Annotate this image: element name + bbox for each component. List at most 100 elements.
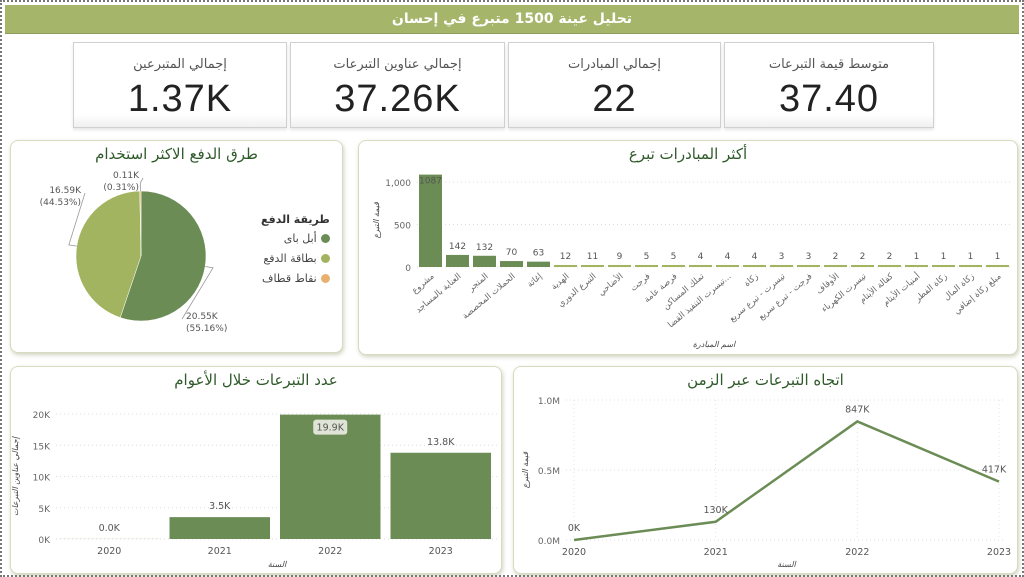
data-label: 63 (533, 249, 544, 259)
bar[interactable] (770, 265, 793, 267)
x-tick-label: مبلغ زكاة إضافي (952, 272, 1003, 317)
trend-line[interactable] (573, 419, 1000, 542)
data-label: 0K (568, 523, 581, 534)
data-label: 4 (725, 252, 731, 262)
x-tick-label: 2021 (704, 547, 728, 558)
bar[interactable] (527, 261, 550, 267)
legend-item[interactable]: نقاط قطاف (261, 272, 330, 285)
data-label: 3 (806, 252, 812, 262)
data-label: 4 (752, 252, 758, 262)
x-tick-label: 2022 (318, 546, 342, 557)
bar[interactable] (959, 265, 982, 267)
x-tick-label: 2023 (987, 547, 1011, 558)
data-label: 2 (833, 252, 839, 262)
data-label: 70 (506, 248, 518, 258)
bar[interactable] (662, 265, 685, 267)
pie-percent-label: (55.16%) (186, 324, 227, 334)
kpi-value: 22 (592, 78, 637, 120)
bar[interactable] (878, 265, 901, 267)
chart-title: أكثر المبادرات تبرع (628, 145, 748, 163)
bar[interactable] (635, 265, 658, 267)
kpi-label: إجمالي عناوين التبرعات (333, 57, 462, 72)
kpi-card-average-donation[interactable]: متوسط قيمة التبرعات 37.40 (724, 42, 934, 128)
pie-leader-line[interactable] (139, 177, 144, 192)
bar[interactable] (608, 265, 631, 267)
bar[interactable] (500, 261, 523, 267)
bar[interactable] (932, 265, 955, 267)
bar[interactable] (554, 265, 577, 267)
x-tick-label: الهدية (549, 272, 571, 293)
y-tick-label: 0.5M (538, 467, 560, 477)
data-label: 2 (887, 252, 893, 262)
x-tick-label: 2020 (97, 546, 121, 557)
data-label: 12 (560, 252, 571, 262)
pie-legend: طريقة الدفع أبل باى بطاقة الدفع نقاط قطا… (261, 213, 330, 292)
legend-dot-icon (320, 254, 330, 263)
data-label: 417K (982, 465, 1007, 476)
bar[interactable] (446, 254, 469, 267)
pie-leader-line[interactable] (68, 192, 86, 247)
bar[interactable] (419, 174, 442, 267)
y-tick-label: 1.0M (538, 397, 560, 407)
bar[interactable] (280, 414, 381, 539)
legend-title: طريقة الدفع (261, 213, 330, 226)
kpi-value: 37.40 (778, 78, 880, 120)
top-initiatives-bar-card[interactable]: أكثر المبادرات تبرع 0 500 1,000 قيمة التبرع… (358, 140, 1018, 355)
x-tick-label: 2022 (845, 547, 869, 558)
data-label: 1 (995, 252, 1001, 262)
kpi-card-total-initiatives[interactable]: إجمالي المبادرات 22 (508, 42, 721, 128)
data-label: 9 (617, 252, 623, 262)
y-tick-label: 0 (405, 264, 411, 274)
data-label: 1 (968, 252, 974, 262)
bar[interactable] (716, 265, 739, 267)
kpi-value: 1.37K (127, 78, 233, 120)
yearly-bar-chart[interactable]: 0K 5K 10K 15K 20K إجمالي عناوين التبرعات 0.0K 2… (11, 367, 503, 575)
legend-label: أبل باى (283, 232, 317, 245)
pie-slice[interactable] (75, 190, 142, 318)
y-tick-label: 1,000 (385, 179, 411, 189)
data-label: 1 (941, 252, 947, 262)
bar[interactable] (169, 517, 271, 539)
kpi-card-total-donation-entries[interactable]: إجمالي عناوين التبرعات 37.26K (290, 42, 505, 128)
x-tick-label: 2020 (562, 547, 586, 558)
data-label: 847K (845, 404, 870, 415)
kpi-label: إجمالي المبادرات (568, 57, 661, 72)
bar[interactable] (689, 265, 712, 267)
legend-label: بطاقة الدفع (263, 252, 317, 265)
data-label: 1087 (419, 177, 442, 187)
bar[interactable] (581, 265, 604, 267)
payment-methods-pie-card[interactable]: طرق الدفع الاكثر استخدام 20.55K (55.16%) 1… (10, 140, 343, 353)
donation-trend-card[interactable]: اتجاه التبرعات عبر الزمن 0.0M 0.5M 1.0M قيم… (513, 366, 1018, 574)
pie-percent-label: (44.53%) (40, 198, 81, 208)
chart-title: اتجاه التبرعات عبر الزمن (687, 371, 844, 389)
data-label-background[interactable] (313, 419, 348, 435)
data-label: 1 (914, 252, 920, 262)
chart-title: عدد التبرعات خلال الأعوام (174, 371, 338, 389)
pie-leader-line[interactable] (181, 266, 214, 320)
y-axis-title: إجمالي عناوين التبرعات (11, 436, 20, 516)
y-tick-label: 0.0M (538, 537, 560, 547)
kpi-card-total-donors[interactable]: إجمالي المتبرعين 1.37K (73, 42, 287, 128)
y-tick-label: 500 (394, 222, 411, 232)
bar[interactable] (905, 265, 928, 267)
pie-chart[interactable]: 20.55K (55.16%) 16.59K (44.53%) 0.11K (0.31%) (11, 141, 344, 354)
donations-per-year-card[interactable]: عدد التبرعات خلال الأعوام 0K 5K 10K 15K 20K إ… (10, 366, 502, 574)
bar[interactable] (824, 265, 847, 267)
data-label: 130K (703, 505, 728, 516)
bar[interactable] (473, 255, 496, 267)
bar[interactable] (986, 265, 1009, 267)
trend-line-chart[interactable]: 0.0M 0.5M 1.0M قيمة التبرع 2020 2021 2022 2023 0… (514, 367, 1019, 575)
bar[interactable] (797, 265, 820, 267)
pie-slice[interactable] (139, 190, 142, 257)
bar[interactable] (390, 452, 492, 539)
legend-item[interactable]: أبل باى (261, 232, 330, 245)
data-label: 3.5K (209, 501, 231, 512)
data-label: 0.0K (99, 523, 121, 534)
bar[interactable] (851, 265, 874, 267)
legend-item[interactable]: بطاقة الدفع (261, 252, 330, 265)
bar[interactable] (743, 265, 766, 267)
pie-value-label: 20.55K (186, 312, 219, 322)
y-tick-label: 15K (33, 442, 51, 452)
